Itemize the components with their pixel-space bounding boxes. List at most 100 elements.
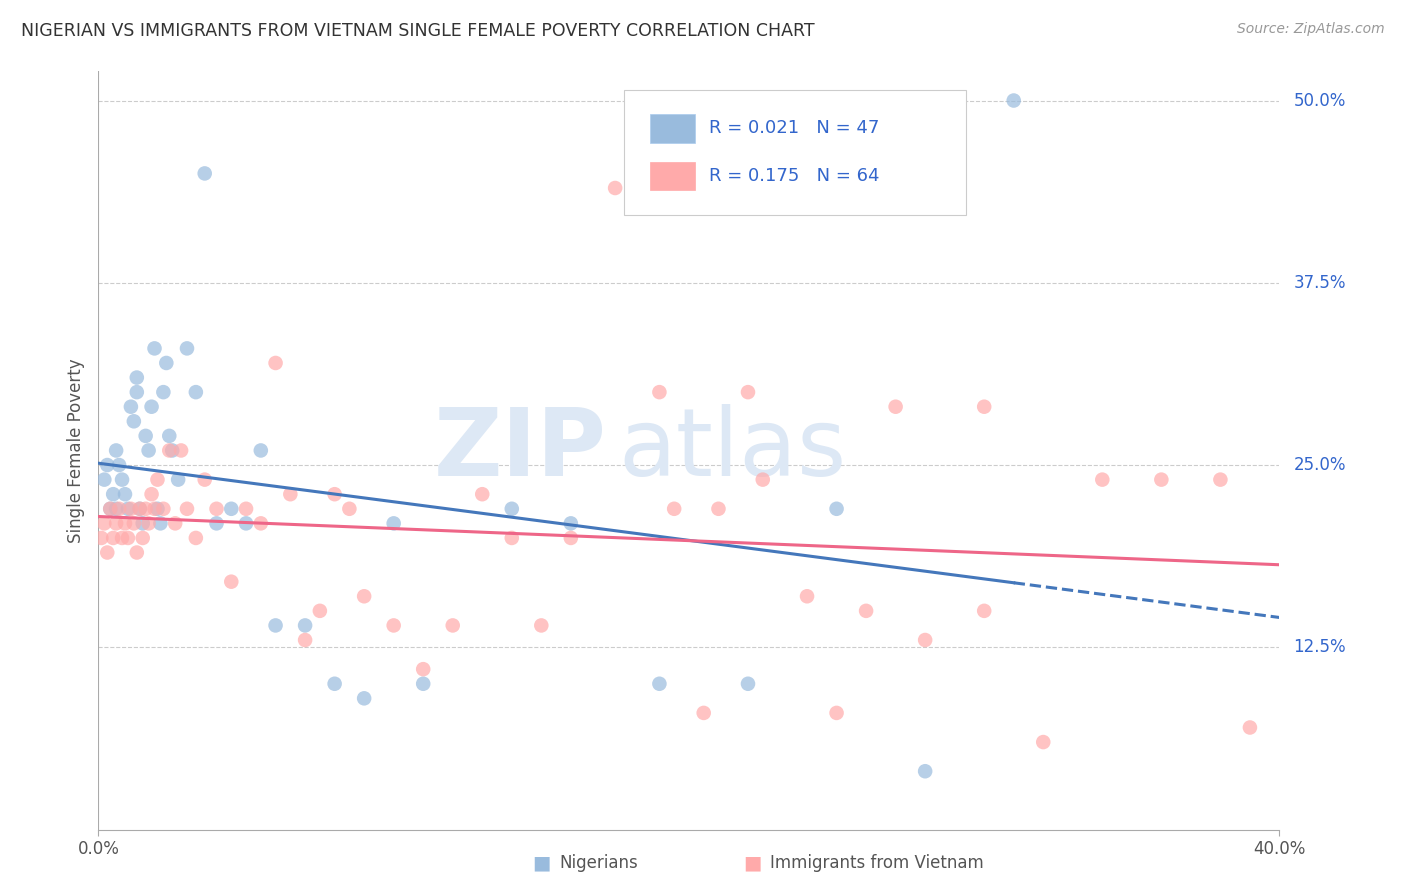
Point <box>294 633 316 648</box>
Point <box>884 400 907 414</box>
Point <box>1239 721 1261 735</box>
Point <box>132 531 155 545</box>
Point <box>157 443 180 458</box>
Point <box>146 501 169 516</box>
Point <box>501 531 523 545</box>
Point <box>825 706 848 720</box>
Bar <box>650 161 695 190</box>
Text: NIGERIAN VS IMMIGRANTS FROM VIETNAM SINGLE FEMALE POVERTY CORRELATION CHART: NIGERIAN VS IMMIGRANTS FROM VIETNAM SING… <box>21 22 814 40</box>
Point <box>353 589 375 603</box>
Text: ■: ■ <box>742 853 762 872</box>
Point <box>796 589 818 603</box>
Text: 12.5%: 12.5% <box>1294 639 1346 657</box>
Point <box>693 706 716 720</box>
Point <box>235 501 257 516</box>
Point <box>122 414 145 428</box>
Point <box>125 545 148 559</box>
Point <box>108 501 131 516</box>
Point <box>120 501 142 516</box>
Point <box>737 385 759 400</box>
Point <box>93 473 115 487</box>
Point <box>221 574 243 589</box>
Point <box>138 443 160 458</box>
Point <box>143 501 166 516</box>
Y-axis label: Single Female Poverty: Single Female Poverty <box>66 359 84 542</box>
Point <box>114 516 136 531</box>
Point <box>149 516 172 531</box>
Point <box>605 181 627 195</box>
Point <box>143 342 166 356</box>
Point <box>530 618 553 632</box>
Point <box>141 487 163 501</box>
Point <box>120 400 142 414</box>
Point <box>111 473 134 487</box>
Point <box>105 443 128 458</box>
Point <box>825 501 848 516</box>
Point <box>471 487 494 501</box>
Point <box>1150 473 1173 487</box>
Point <box>973 604 995 618</box>
Point <box>96 458 118 472</box>
Text: R = 0.175   N = 64: R = 0.175 N = 64 <box>709 167 880 185</box>
Bar <box>650 114 695 143</box>
Point <box>155 356 177 370</box>
Point <box>93 516 115 531</box>
Point <box>152 501 174 516</box>
Point <box>138 516 160 531</box>
Point <box>323 487 346 501</box>
Point <box>125 370 148 384</box>
Point <box>664 501 686 516</box>
Point <box>264 618 287 632</box>
Point <box>108 458 131 472</box>
Point <box>1032 735 1054 749</box>
Point <box>184 385 207 400</box>
Point <box>1209 473 1232 487</box>
Point <box>96 545 118 559</box>
Point <box>294 618 316 632</box>
Point <box>1091 473 1114 487</box>
Point <box>146 473 169 487</box>
Text: atlas: atlas <box>619 404 846 497</box>
Text: Immigrants from Vietnam: Immigrants from Vietnam <box>770 854 984 871</box>
Point <box>914 633 936 648</box>
Text: Nigerians: Nigerians <box>560 854 638 871</box>
Point <box>176 501 198 516</box>
Point <box>648 385 671 400</box>
Point <box>135 429 157 443</box>
Point <box>560 516 582 531</box>
Text: 50.0%: 50.0% <box>1294 92 1346 110</box>
Point <box>339 501 361 516</box>
Point <box>323 677 346 691</box>
Point <box>382 516 405 531</box>
Point <box>105 516 128 531</box>
Point <box>184 531 207 545</box>
Point <box>176 342 198 356</box>
Point <box>412 662 434 676</box>
Point <box>648 677 671 691</box>
Point <box>264 356 287 370</box>
Point <box>141 400 163 414</box>
Point <box>707 501 730 516</box>
Point <box>221 501 243 516</box>
Point <box>157 429 180 443</box>
Text: 37.5%: 37.5% <box>1294 274 1346 292</box>
Point <box>752 473 775 487</box>
Point <box>194 473 217 487</box>
Point <box>309 604 332 618</box>
Text: ■: ■ <box>531 853 551 872</box>
Text: R = 0.021   N = 47: R = 0.021 N = 47 <box>709 120 879 137</box>
Point <box>501 501 523 516</box>
Point <box>382 618 405 632</box>
Point <box>353 691 375 706</box>
Point <box>135 501 157 516</box>
Point <box>167 473 190 487</box>
Point <box>98 501 121 516</box>
Point <box>235 516 257 531</box>
Point <box>737 677 759 691</box>
Point <box>441 618 464 632</box>
Point <box>280 487 302 501</box>
Point <box>128 501 150 516</box>
Text: 25.0%: 25.0% <box>1294 456 1346 474</box>
Point <box>170 443 193 458</box>
FancyBboxPatch shape <box>624 90 966 216</box>
